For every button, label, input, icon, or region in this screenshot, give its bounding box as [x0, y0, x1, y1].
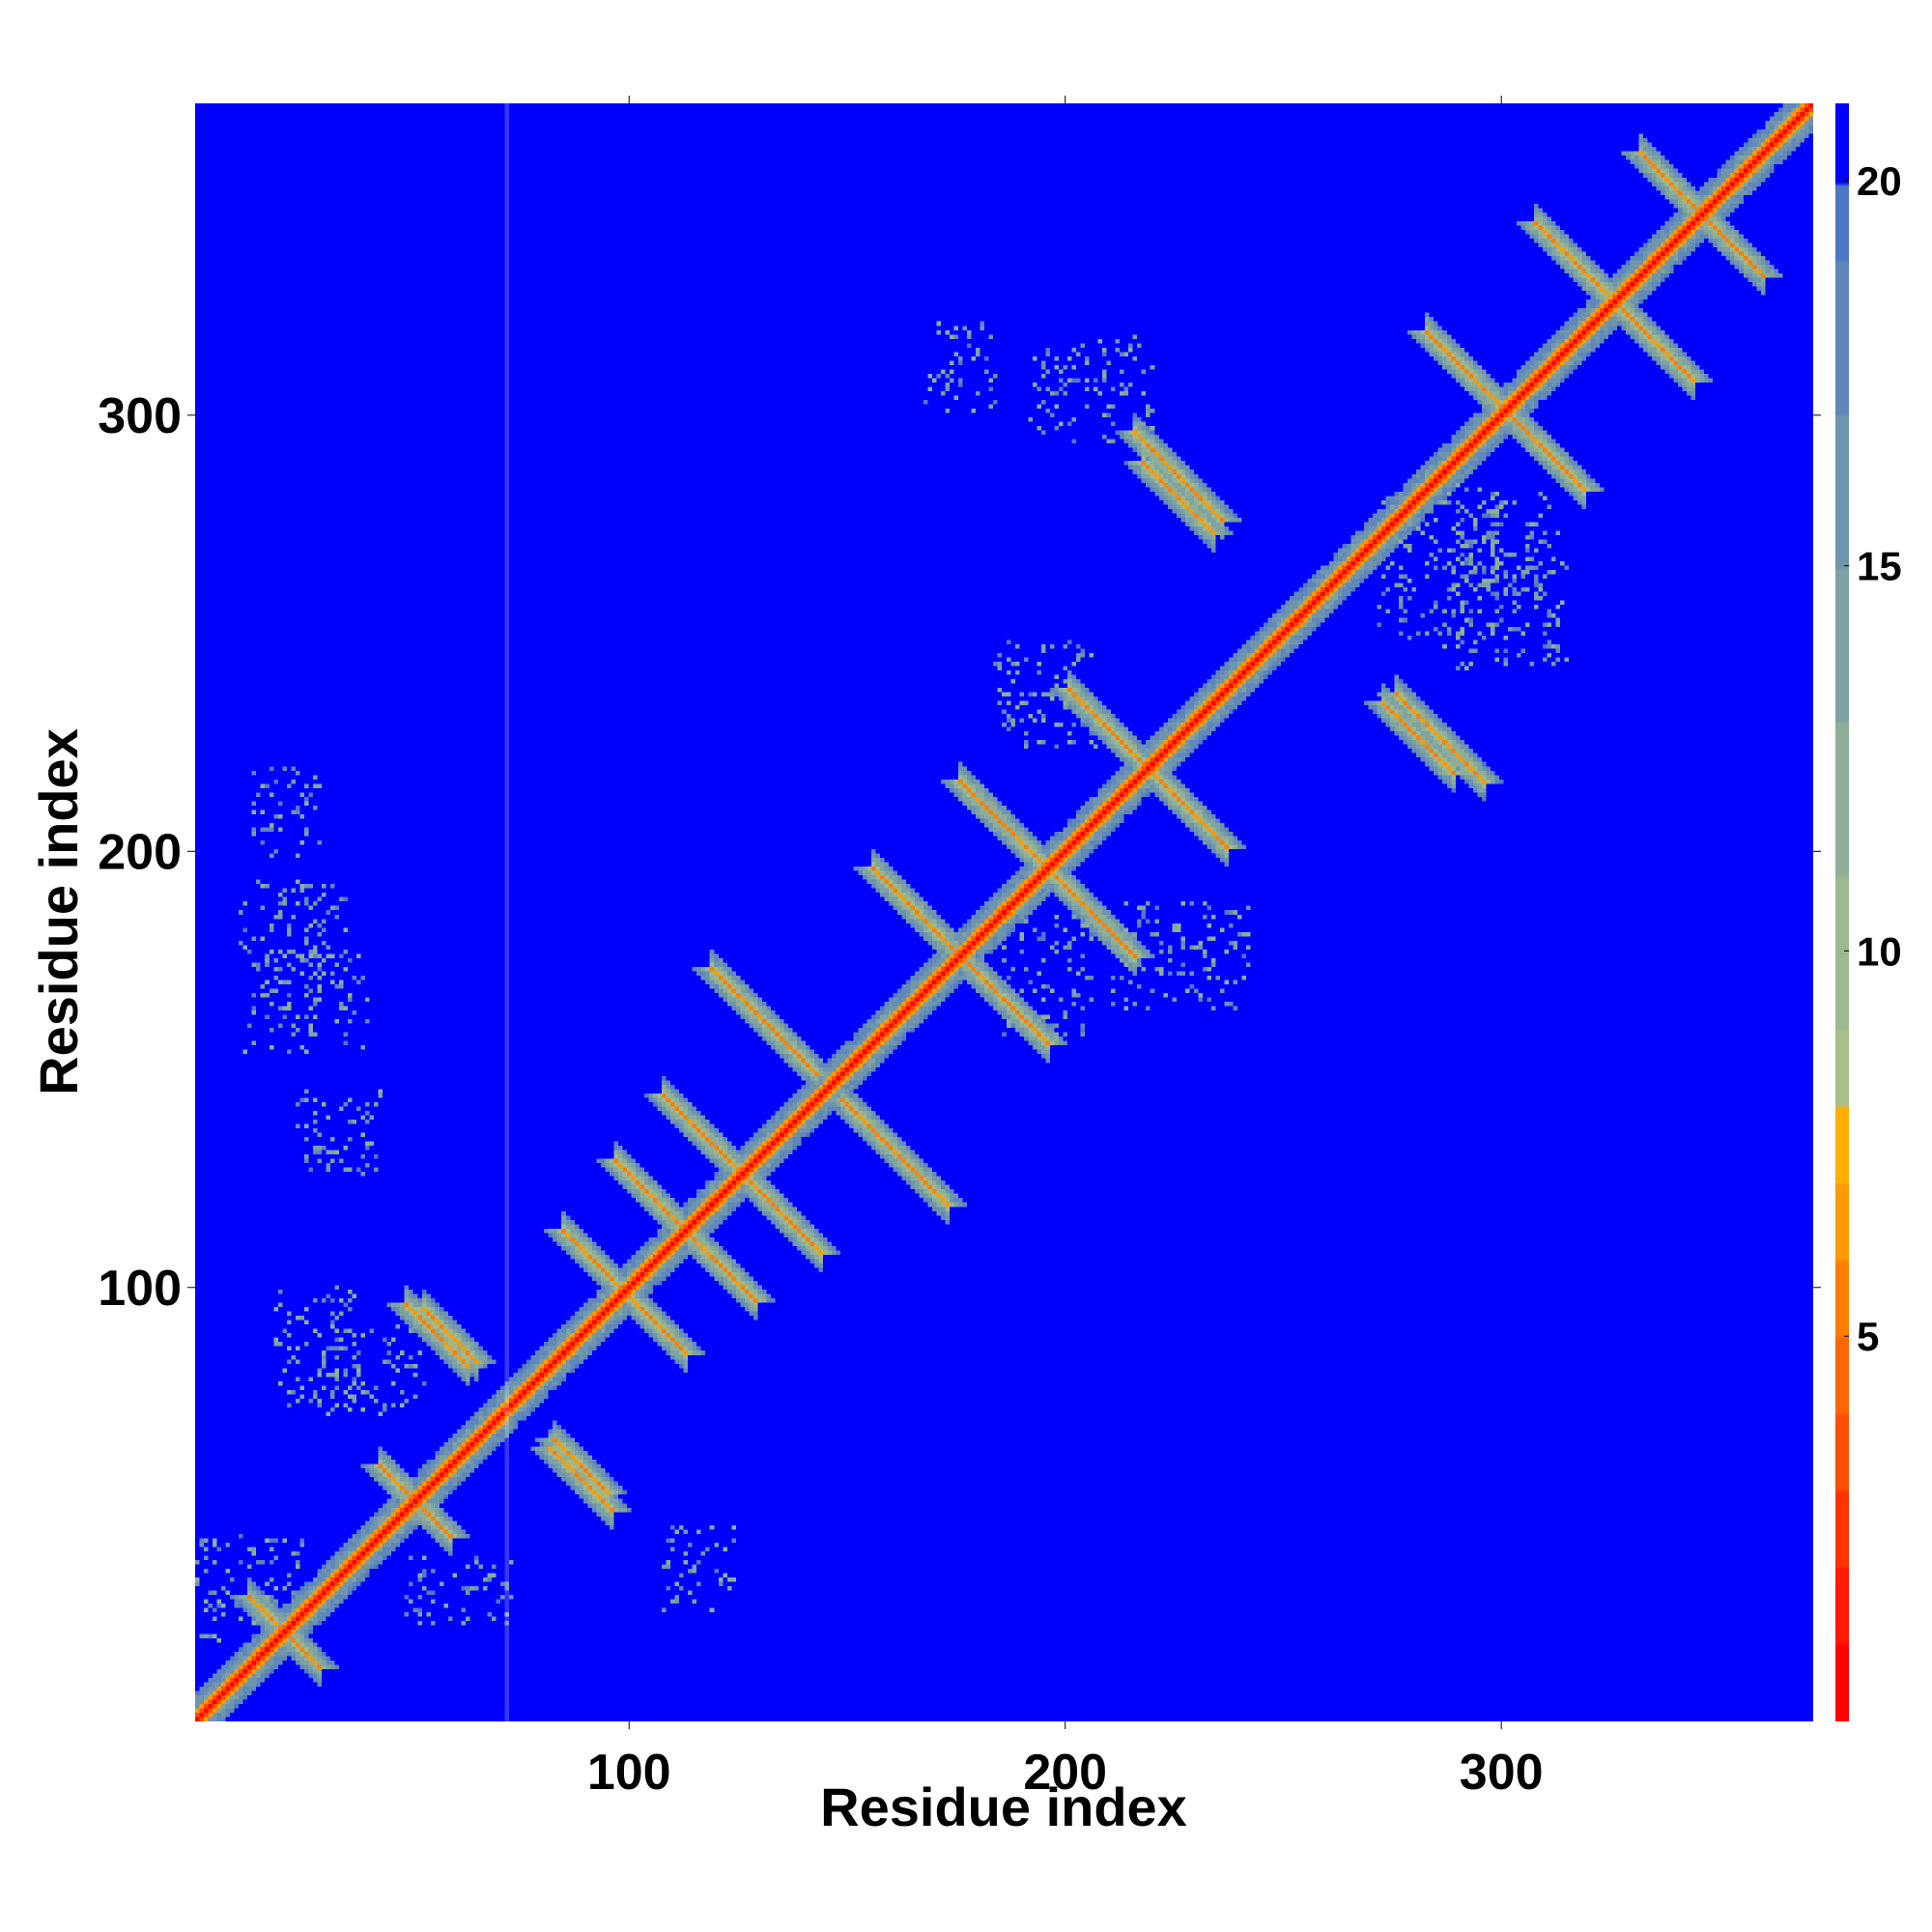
- colorbar-tick-label: 10: [1857, 928, 1902, 974]
- x-axis-ticks: 100 200 300: [587, 96, 1544, 1801]
- y-tick-label: 200: [98, 824, 182, 880]
- colorbar-tick-label: 15: [1857, 544, 1902, 589]
- x-tick-label: 200: [1023, 1745, 1107, 1801]
- x-tick-label: 300: [1460, 1745, 1544, 1801]
- y-axis-label: Residue index: [28, 728, 89, 1095]
- colorbar: [1835, 103, 1849, 1721]
- colorbar-ticks: 5 10 15 20: [1844, 158, 1902, 1359]
- heatmap-plot-area: [195, 103, 1813, 1721]
- colorbar-tick-label: 5: [1857, 1314, 1879, 1359]
- colorbar-tick-label: 20: [1857, 158, 1902, 204]
- x-tick-label: 100: [587, 1745, 671, 1801]
- y-tick-label: 100: [98, 1261, 182, 1317]
- x-axis-label: Residue index: [820, 1776, 1187, 1837]
- y-axis-ticks: 100 200 300: [98, 388, 1821, 1317]
- y-tick-label: 300: [98, 388, 182, 444]
